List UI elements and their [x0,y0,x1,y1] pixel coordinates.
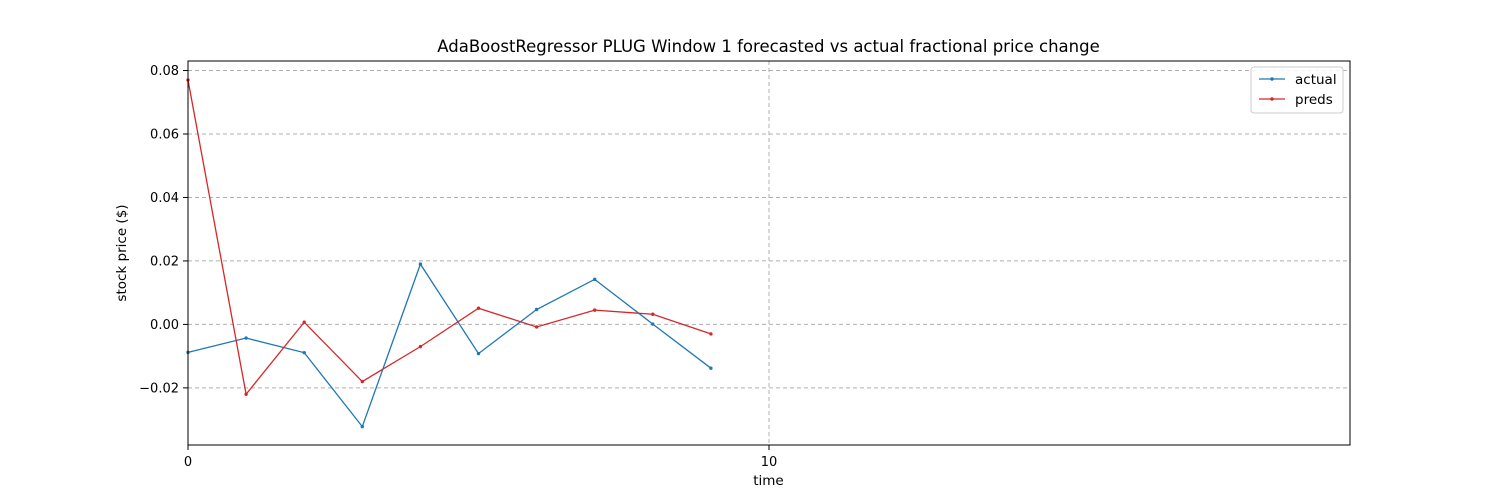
legend: actual preds [1250,66,1344,114]
data-point-preds [244,392,248,396]
data-point-preds [709,332,713,336]
data-point-actual [244,336,248,340]
y-tick-label: 0.02 [150,254,179,269]
y-tick-label: 0.06 [150,127,179,142]
data-point-preds [476,306,481,310]
data-point-actual [593,277,597,282]
y-tick-label: 0.08 [150,64,179,79]
x-tick-label: 0 [184,455,192,470]
legend-label-actual: actual [1295,72,1337,88]
x-axis-label: time [753,473,784,489]
data-point-actual [476,351,481,356]
chart-title: AdaBoostRegressor PLUG Window 1 forecast… [437,37,1099,56]
data-point-actual [418,262,423,266]
data-point-actual [651,322,655,326]
legend-label-preds: preds [1295,92,1333,108]
y-tick-label: 0.00 [150,318,179,333]
data-point-actual [534,307,539,312]
data-point-preds [360,379,364,384]
x-tick-label: 10 [761,455,778,470]
data-point-preds [302,320,306,324]
data-point-preds [651,312,655,316]
y-axis-label: stock price ($) [114,204,130,301]
series-line-preds [187,79,712,396]
data-point-preds [593,308,597,312]
data-point-actual [302,350,306,355]
legend-marker-actual [1270,77,1274,81]
data-point-actual [360,424,364,429]
data-point-preds [534,325,539,329]
data-point-actual [709,366,713,370]
legend-marker-preds [1270,97,1274,101]
y-tick-label: −0.02 [139,381,179,396]
grid [188,61,1350,445]
series-layer [186,78,713,429]
series-line-actual [187,262,712,428]
axes: −0.02 0.00 0.02 0.04 0.06 0.08 0 10 [139,64,777,470]
data-point-preds [418,344,423,349]
y-tick-label: 0.04 [150,191,179,206]
